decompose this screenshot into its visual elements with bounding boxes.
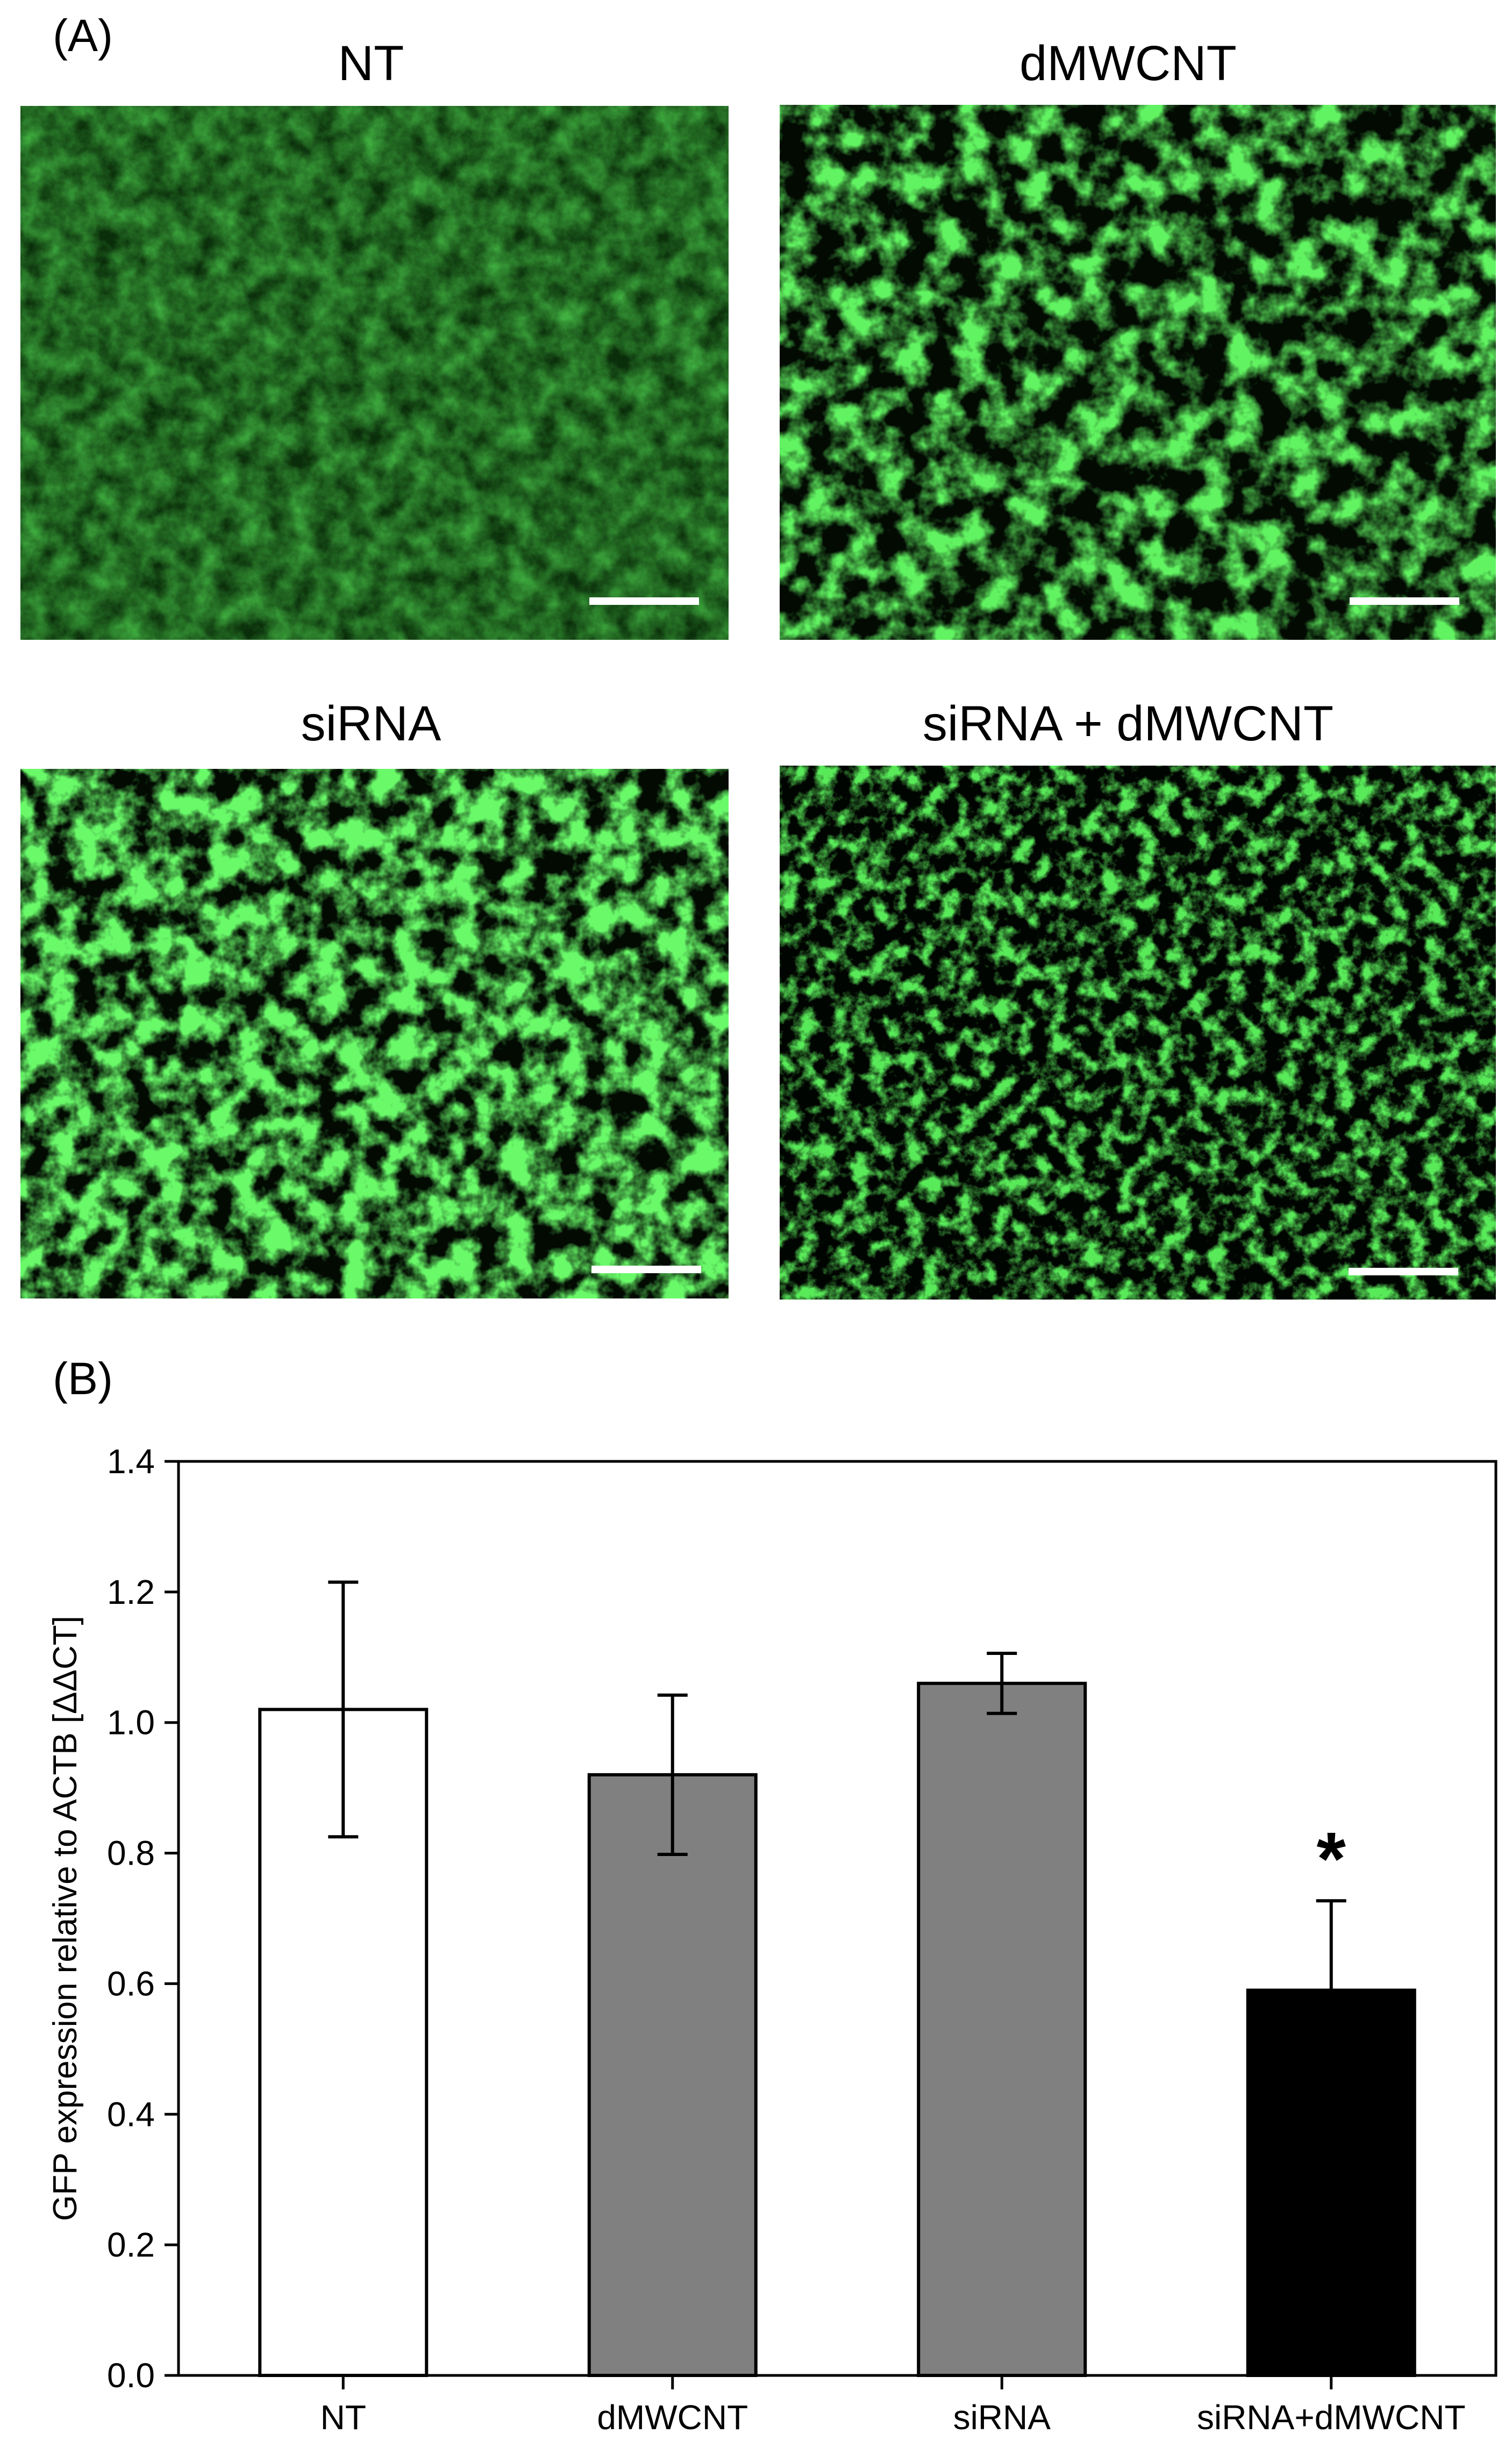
plot-frame: [177, 1460, 1497, 2377]
y-tick-label: 1.0: [107, 1703, 155, 1742]
scale-bar: [1350, 597, 1459, 605]
image-title-sirna: siRNA: [301, 696, 441, 751]
panel-a-label: (A): [53, 10, 113, 61]
y-tick-label: 0.8: [107, 1834, 155, 1873]
bar-dmwcnt: [587, 1773, 758, 2377]
panel-b-label: (B): [53, 1353, 113, 1404]
micrograph-sirna: [20, 769, 729, 1298]
bar-sirna: [917, 1681, 1087, 2377]
y-tick-label: 0.4: [107, 2095, 155, 2133]
x-tick-label: dMWCNT: [597, 2398, 748, 2437]
x-tick-label: NT: [320, 2398, 366, 2437]
y-tick-label: 1.2: [107, 1573, 155, 1611]
y-tick-label: 1.4: [107, 1442, 155, 1481]
micrograph-sirna-dmwcnt: [780, 766, 1496, 1300]
scale-bar: [589, 597, 699, 605]
image-title-dmwcnt: dMWCNT: [1019, 36, 1237, 91]
y-axis-label: GFP expression relative to ACTB [ΔΔCT]: [47, 1616, 84, 2221]
x-tick-label: siRNA+dMWCNT: [1197, 2398, 1466, 2437]
scale-bar: [591, 1266, 701, 1273]
significance-asterisk: *: [1317, 1816, 1346, 1901]
micrograph-nt: [20, 106, 729, 640]
micrograph-dmwcnt: [780, 105, 1496, 640]
y-tick-label: 0.6: [107, 1964, 155, 2003]
x-tick-label: siRNA: [953, 2398, 1051, 2437]
scale-bar: [1349, 1268, 1458, 1275]
y-tick-label: 0.0: [107, 2356, 155, 2395]
image-title-nt: NT: [338, 36, 404, 91]
image-title-sirna-dmwcnt: siRNA + dMWCNT: [922, 696, 1334, 751]
y-tick-label: 0.2: [107, 2225, 155, 2264]
